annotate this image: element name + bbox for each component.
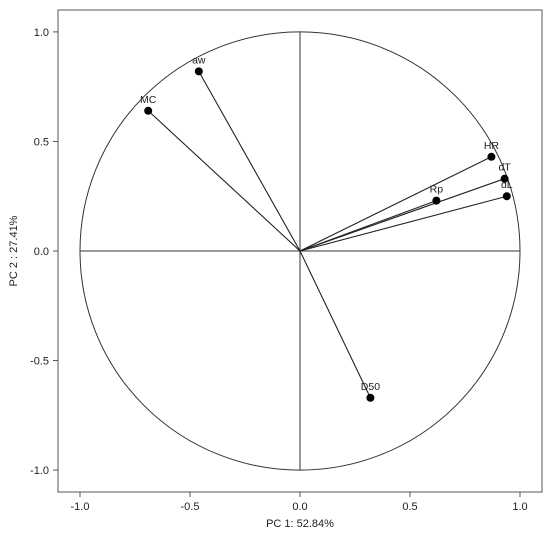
point-rp — [432, 196, 441, 205]
y-axis-label: PC 2 : 27.41% — [8, 215, 20, 286]
vector-line-rp — [299, 200, 437, 252]
x-tick-label: 0.5 — [402, 501, 417, 513]
point-label-dt: dT — [498, 162, 511, 174]
y-tick-label: 1.0 — [34, 27, 49, 39]
point-label-aw: aw — [192, 54, 206, 66]
x-tick-label: 1.0 — [512, 501, 527, 513]
point-label-rp: Rp — [430, 184, 444, 196]
y-tick-label: -1.0 — [30, 465, 49, 477]
point-d50 — [366, 393, 375, 402]
point-dt — [500, 174, 509, 183]
y-tick-label: -0.5 — [30, 356, 49, 368]
point-aw — [194, 67, 203, 76]
x-tick-label: -0.5 — [181, 501, 200, 513]
loading-points: aw MC HR dT dL Rp D50 — [140, 54, 513, 402]
y-tick-label: 0.0 — [34, 246, 49, 258]
axis-ticks: -1.0 -0.5 0.0 0.5 1.0 1.0 0.5 0.0 -0.5 -1.0 — [30, 27, 528, 513]
x-tick-label: -1.0 — [71, 501, 90, 513]
point-mc — [144, 106, 153, 115]
point-label-hr: HR — [484, 140, 500, 152]
x-axis-label: PC 1: 52.84% — [266, 518, 334, 530]
point-label-dl: dL — [501, 179, 513, 191]
x-tick-label: 0.0 — [292, 501, 307, 513]
vector-line-d50 — [299, 250, 371, 399]
point-label-d50: D50 — [361, 381, 380, 393]
loading-vectors — [147, 71, 507, 399]
vector-line-mc — [147, 110, 301, 252]
point-label-mc: MC — [140, 94, 157, 106]
y-tick-label: 0.5 — [34, 136, 49, 148]
vector-line-hr — [299, 156, 492, 252]
vector-line-dl — [299, 195, 507, 252]
point-hr — [487, 152, 496, 161]
point-dl — [502, 192, 511, 201]
vector-line-aw — [198, 71, 301, 252]
